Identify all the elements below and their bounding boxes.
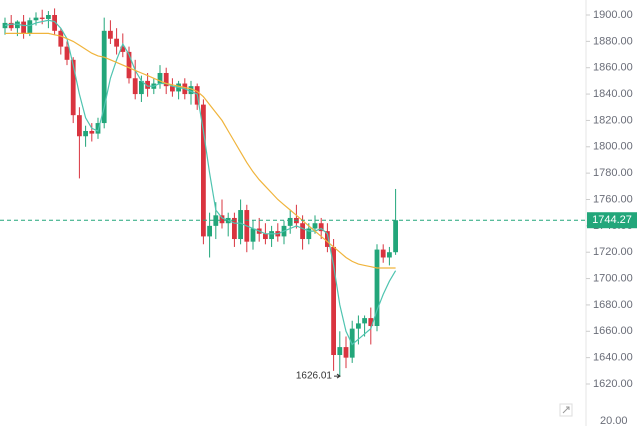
- candle-body: [46, 15, 51, 19]
- candle-body: [15, 21, 20, 29]
- candle-body: [207, 225, 212, 237]
- candle-body: [201, 104, 206, 237]
- candle-body: [374, 249, 380, 327]
- candle-body: [58, 30, 64, 47]
- candle-body: [250, 228, 256, 242]
- candle-body: [163, 72, 169, 87]
- candle-body: [126, 51, 132, 79]
- candle-body: [83, 130, 88, 137]
- candle-body: [318, 223, 324, 232]
- candle-body: [157, 72, 163, 84]
- moving-average-line: [4, 19, 397, 346]
- candle-body: [300, 223, 305, 240]
- candle-body: [213, 215, 219, 226]
- candle-body: [393, 220, 398, 253]
- y-tick-label: 1880.00: [593, 35, 633, 47]
- moving-average-line: [5, 32, 396, 269]
- candle-body: [269, 231, 274, 240]
- candle-body: [238, 210, 243, 240]
- candle-body: [380, 249, 386, 258]
- candle-body: [114, 38, 119, 47]
- y-tick-label: 1720.00: [593, 246, 633, 258]
- candle-body: [145, 80, 150, 89]
- y-tick-label: 1640.00: [593, 352, 633, 364]
- candle-body: [33, 17, 39, 21]
- last-price-label: 1744.27: [592, 214, 632, 226]
- y-tick-label: 1760.00: [593, 193, 633, 205]
- y-tick-label: 1620.00: [593, 378, 633, 390]
- candle-body: [337, 347, 343, 356]
- candle-body: [232, 217, 237, 240]
- last-price-box: [587, 212, 637, 229]
- candle-body: [362, 318, 367, 324]
- candle-body: [343, 347, 349, 358]
- candle-body: [219, 215, 225, 224]
- y-tick-label: 1780.00: [593, 167, 633, 179]
- candle-body: [89, 130, 95, 134]
- candle-body: [120, 46, 126, 52]
- low-marker-arrow: [334, 373, 341, 379]
- expand-icon: [559, 403, 573, 417]
- candle-body: [8, 22, 14, 29]
- y-tick-label: 1800.00: [593, 141, 633, 153]
- candle-body: [27, 20, 33, 34]
- candle-body: [52, 15, 57, 31]
- candle-body: [387, 252, 392, 258]
- y-tick-label: 1840.00: [593, 88, 633, 100]
- candle-body: [325, 231, 330, 247]
- candle-body: [312, 223, 318, 229]
- candle-body: [170, 86, 175, 92]
- candle-body: [2, 22, 8, 29]
- candle-body: [287, 217, 293, 226]
- candle-body: [77, 115, 82, 137]
- candle-body: [70, 59, 76, 116]
- candle-body: [132, 78, 138, 95]
- candle-body: [108, 30, 113, 39]
- volume-tick-label: 20.00: [600, 415, 628, 426]
- candle-body: [263, 233, 268, 240]
- y-tick-label: 1820.00: [593, 114, 633, 126]
- y-tick-label: 1700.00: [593, 272, 633, 284]
- candle-body: [306, 228, 312, 240]
- candle-body: [139, 80, 144, 95]
- y-tick-label: 1900.00: [593, 9, 633, 21]
- candle-body: [64, 46, 70, 60]
- candle-body: [331, 246, 336, 356]
- candle-body: [356, 323, 361, 329]
- candle-body: [21, 21, 26, 34]
- y-tick-label: 1860.00: [593, 62, 633, 74]
- candle-body: [95, 123, 101, 134]
- y-tick-label: 1680.00: [593, 299, 633, 311]
- low-marker-label: 1626.01: [296, 371, 333, 382]
- candle-body: [368, 318, 374, 327]
- candle-body: [39, 17, 45, 19]
- candle-body: [188, 86, 194, 95]
- y-tick-label: 1660.00: [593, 325, 633, 337]
- candle-body: [101, 30, 107, 124]
